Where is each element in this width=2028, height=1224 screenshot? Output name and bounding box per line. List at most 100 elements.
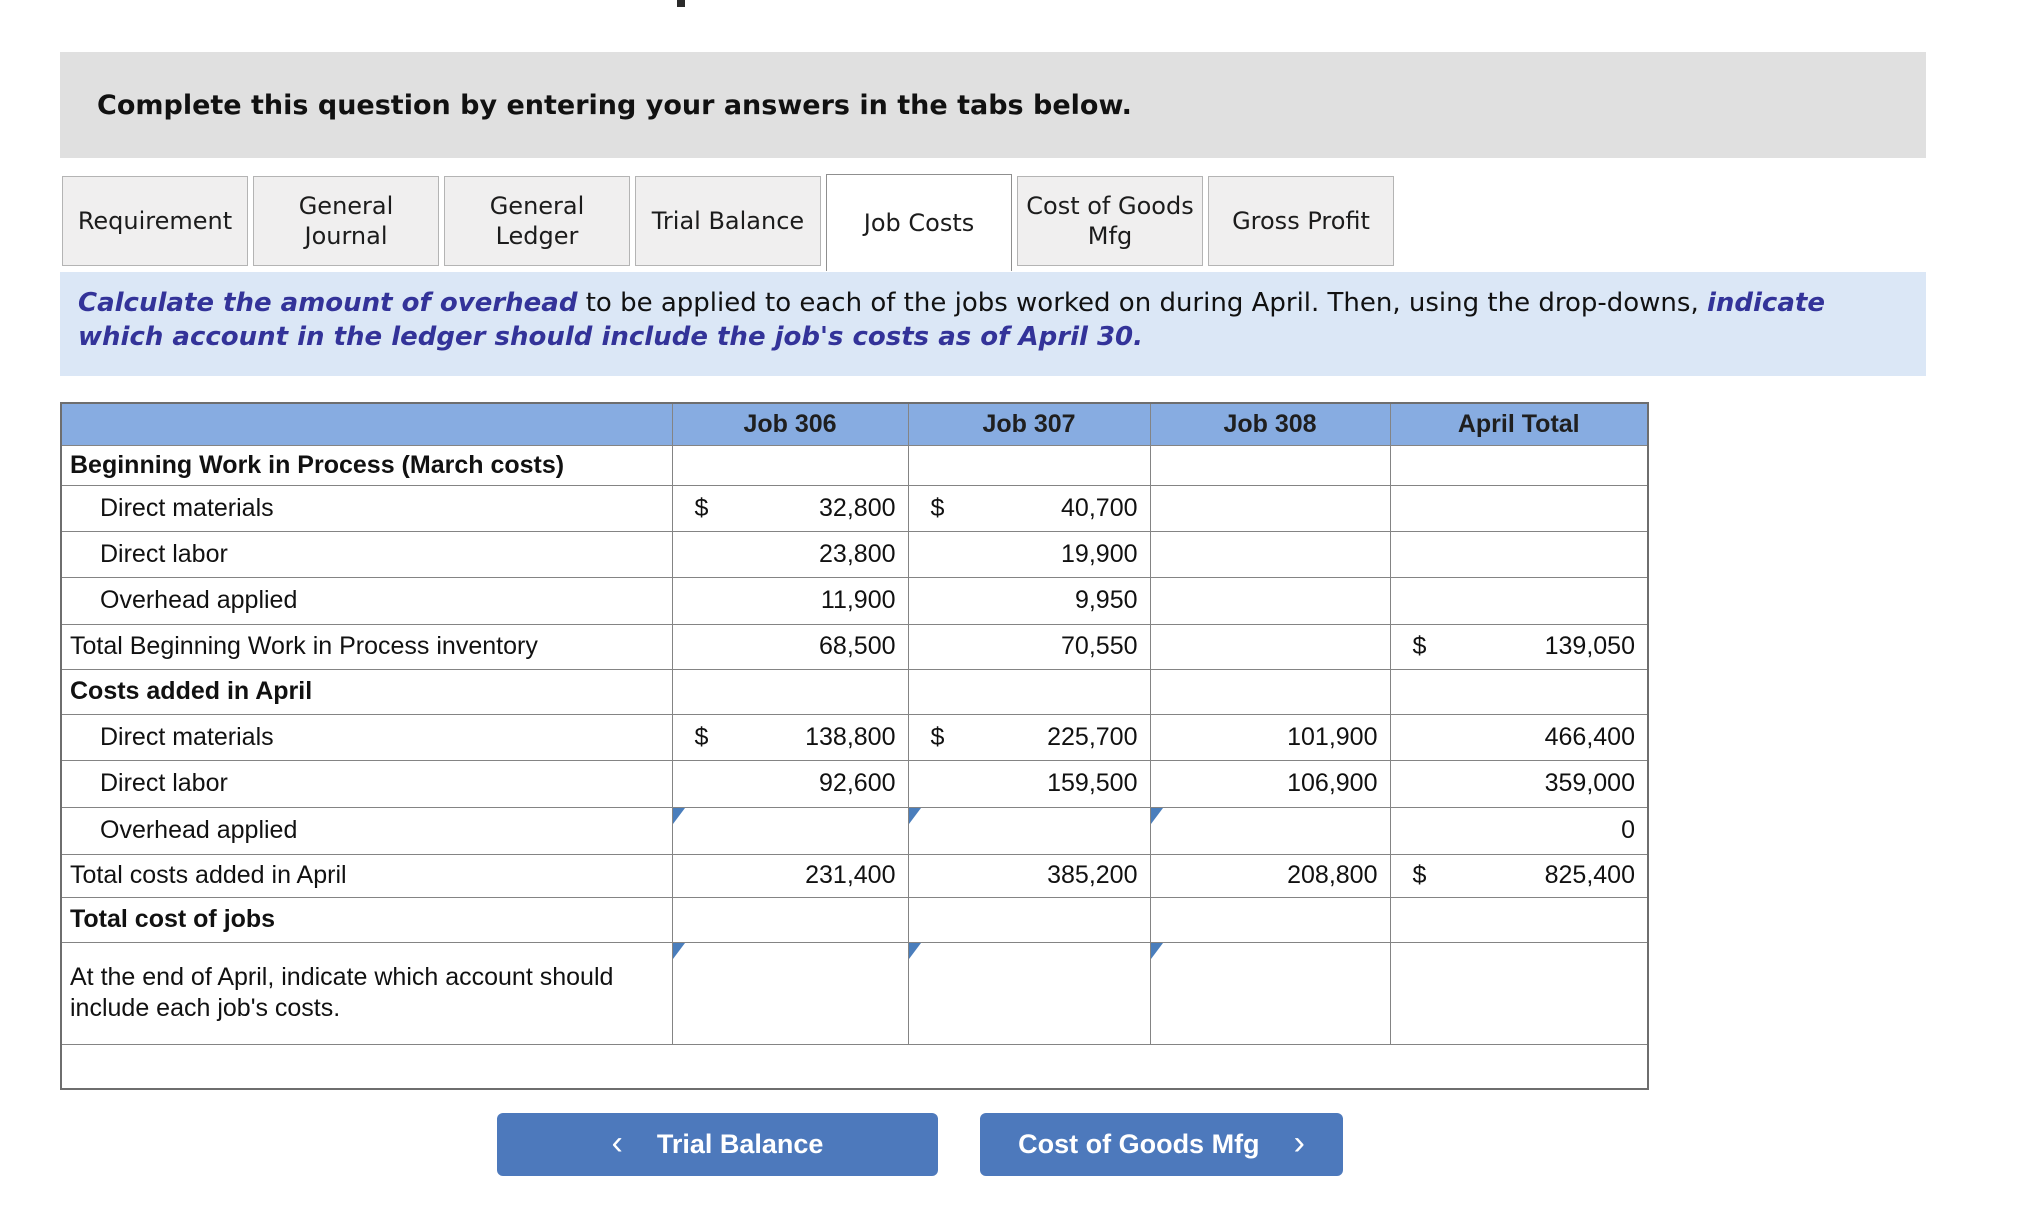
tab-label: Job Costs <box>863 209 975 237</box>
table-row: Direct labor 92,600 159,500 106,900 359,… <box>60 759 1649 808</box>
cell-value: 231,400 <box>805 861 896 889</box>
cell-job307: 159,500 <box>907 759 1151 808</box>
instruction-emphasis: Calculate the amount of overhead <box>78 288 578 318</box>
row-label: Total costs added in April <box>60 853 673 898</box>
cell-job308: 106,900 <box>1149 759 1391 808</box>
cell-value: 68,500 <box>819 632 896 660</box>
cell-value: 101,900 <box>1287 722 1378 751</box>
tab-label: Requirement <box>77 207 233 235</box>
cell-flag-icon <box>909 808 921 824</box>
row-label: Total Beginning Work in Process inventor… <box>60 623 673 670</box>
dollar-sign: $ <box>930 493 945 522</box>
dollar-sign <box>695 632 820 661</box>
table-row-empty <box>60 1043 1649 1090</box>
header-job-307: Job 307 <box>907 402 1151 446</box>
tab-label: General Journal <box>298 192 394 250</box>
tab-requirement[interactable]: Requirement <box>62 176 248 266</box>
tab-label: Trial Balance <box>651 207 805 235</box>
tab-gross-profit[interactable]: Gross Profit <box>1208 176 1394 266</box>
cell-job307: $40,700 <box>907 484 1151 532</box>
dollar-sign <box>1173 769 1288 798</box>
cell-april-total <box>1389 484 1649 532</box>
cell-april-total <box>1389 896 1649 943</box>
dollar-sign: $ <box>930 722 945 751</box>
cell-value: 139,050 <box>1544 632 1635 660</box>
job308-overhead-input[interactable] <box>1149 806 1391 855</box>
table-row: Direct labor 23,800 19,900 <box>60 530 1649 578</box>
table-row-overhead-inputs: Overhead applied 0 <box>60 806 1649 855</box>
job307-overhead-input[interactable] <box>907 806 1151 855</box>
cell-value: 159,500 <box>1047 769 1138 797</box>
instruction-emphasis: indicate <box>1706 288 1825 318</box>
cell-april-total <box>1389 576 1649 625</box>
table-row: Total costs added in April 231,400 385,2… <box>60 853 1649 898</box>
cell-value: 32,800 <box>819 493 896 522</box>
next-button-label: Cost of Goods Mfg <box>1018 1129 1260 1159</box>
cell-april-total: $825,400 <box>1389 853 1649 898</box>
tab-label: General Ledger <box>489 192 585 250</box>
dollar-sign: $ <box>694 493 709 522</box>
job308-account-dropdown[interactable] <box>1149 941 1391 1045</box>
tab-job-costs[interactable]: Job Costs <box>826 174 1012 271</box>
prev-button-label: Trial Balance <box>656 1129 824 1159</box>
job307-account-dropdown[interactable] <box>907 941 1151 1045</box>
tab-label: Gross Profit <box>1232 207 1370 235</box>
question-prompt-text: Complete this question by entering your … <box>97 89 1132 121</box>
dollar-sign <box>1173 723 1288 752</box>
table-row: Overhead applied 11,900 9,950 <box>60 576 1649 625</box>
cell-job307: 19,900 <box>907 530 1151 578</box>
dollar-sign <box>1413 769 1545 798</box>
cell-job307 <box>907 668 1151 715</box>
header-blank-cell <box>60 402 673 446</box>
cell-job307: 70,550 <box>907 623 1151 670</box>
chevron-right-icon: › <box>1293 1123 1305 1162</box>
dollar-sign: $ <box>1412 861 1427 889</box>
tab-general-journal[interactable]: General Journal <box>253 176 439 266</box>
job306-overhead-input[interactable] <box>671 806 909 855</box>
row-label: Overhead applied <box>60 806 673 855</box>
cell-value: 359,000 <box>1544 769 1635 797</box>
header-job-308: Job 308 <box>1149 402 1391 446</box>
cell-value: 19,900 <box>1061 539 1138 568</box>
cell-value: 138,800 <box>805 722 896 751</box>
cell-job308 <box>1149 623 1391 670</box>
cell-value: 825,400 <box>1544 861 1635 889</box>
tab-trial-balance[interactable]: Trial Balance <box>635 176 821 266</box>
row-label: Direct materials <box>60 713 673 761</box>
cell-value: 106,900 <box>1287 769 1378 797</box>
tab-cost-of-goods-mfg[interactable]: Cost of Goods Mfg <box>1017 176 1203 266</box>
cell-value: 0 <box>1621 816 1635 844</box>
cell-job306 <box>671 444 909 486</box>
cell-april-total <box>1389 444 1649 486</box>
cell-job308: 208,800 <box>1149 853 1391 898</box>
table-row: Direct materials $32,800 $40,700 <box>60 484 1649 532</box>
row-label: Overhead applied <box>60 576 673 625</box>
table-row: Total cost of jobs <box>60 896 1649 943</box>
cell-flag-icon <box>673 808 685 824</box>
job306-account-dropdown[interactable] <box>671 941 909 1045</box>
cell-april-total <box>1389 668 1649 715</box>
cell-value: 208,800 <box>1287 861 1378 889</box>
cell-april-total <box>1389 941 1649 1045</box>
header-job-306: Job 306 <box>671 402 909 446</box>
table-row: Costs added in April <box>60 668 1649 715</box>
cell-value: 225,700 <box>1047 722 1138 751</box>
next-tab-button[interactable]: Cost of Goods Mfg › <box>980 1113 1343 1176</box>
dollar-sign <box>931 861 1048 890</box>
cell-job306: 11,900 <box>671 576 909 625</box>
cell-april-total: 0 <box>1389 806 1649 855</box>
cell-job306: 92,600 <box>671 759 909 808</box>
prev-tab-button[interactable]: ‹ Trial Balance <box>497 1113 938 1176</box>
dollar-sign <box>695 861 806 890</box>
tab-general-ledger[interactable]: General Ledger <box>444 176 630 266</box>
table-row: Beginning Work in Process (March costs) <box>60 444 1649 486</box>
instruction-emphasis: which account in the ledger should inclu… <box>78 322 1143 352</box>
clipped-text-artifact <box>677 0 685 7</box>
tab-bar: Requirement General Journal General Ledg… <box>62 174 1394 271</box>
dollar-sign: $ <box>1412 632 1427 660</box>
cell-job306 <box>671 668 909 715</box>
tab-label: Cost of Goods Mfg <box>1026 192 1194 250</box>
cell-job306 <box>671 896 909 943</box>
row-label: Direct materials <box>60 484 673 532</box>
table-row: Total Beginning Work in Process inventor… <box>60 623 1649 670</box>
